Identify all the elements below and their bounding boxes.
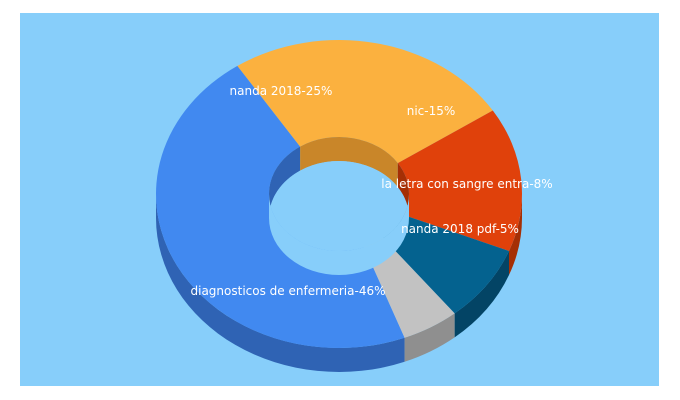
slice-2[interactable] [397, 110, 522, 252]
donut-hole [269, 194, 409, 275]
slice-side-4 [404, 313, 455, 362]
slice-side-0 [156, 194, 405, 373]
donut-top-faces [155, 39, 522, 349]
slice-label-1: nanda 2018-25% [230, 84, 333, 98]
slice-inner-1 [300, 136, 398, 188]
slice-0[interactable] [155, 65, 405, 349]
slice-label-0: diagnosticos de enfermeria-46% [191, 284, 386, 298]
slice-inner-2 [397, 163, 409, 218]
slice-3[interactable] [383, 215, 509, 314]
donut-side-walls [156, 194, 522, 373]
slice-side-3 [454, 251, 509, 338]
slice-1[interactable] [237, 39, 493, 164]
slice-label-4: nanda 2018 pdf-5% [401, 222, 519, 236]
slice-label-2: nic-15% [407, 104, 456, 118]
slice-4[interactable] [364, 238, 455, 338]
slice-label-3: la letra con sangre entra-8% [381, 177, 552, 191]
slice-side-2 [508, 194, 522, 276]
donut-inner-wall [269, 136, 409, 275]
slice-inner-0 [269, 146, 301, 218]
slice-labels: diagnosticos de enfermeria-46% nanda 2018… [191, 84, 553, 298]
